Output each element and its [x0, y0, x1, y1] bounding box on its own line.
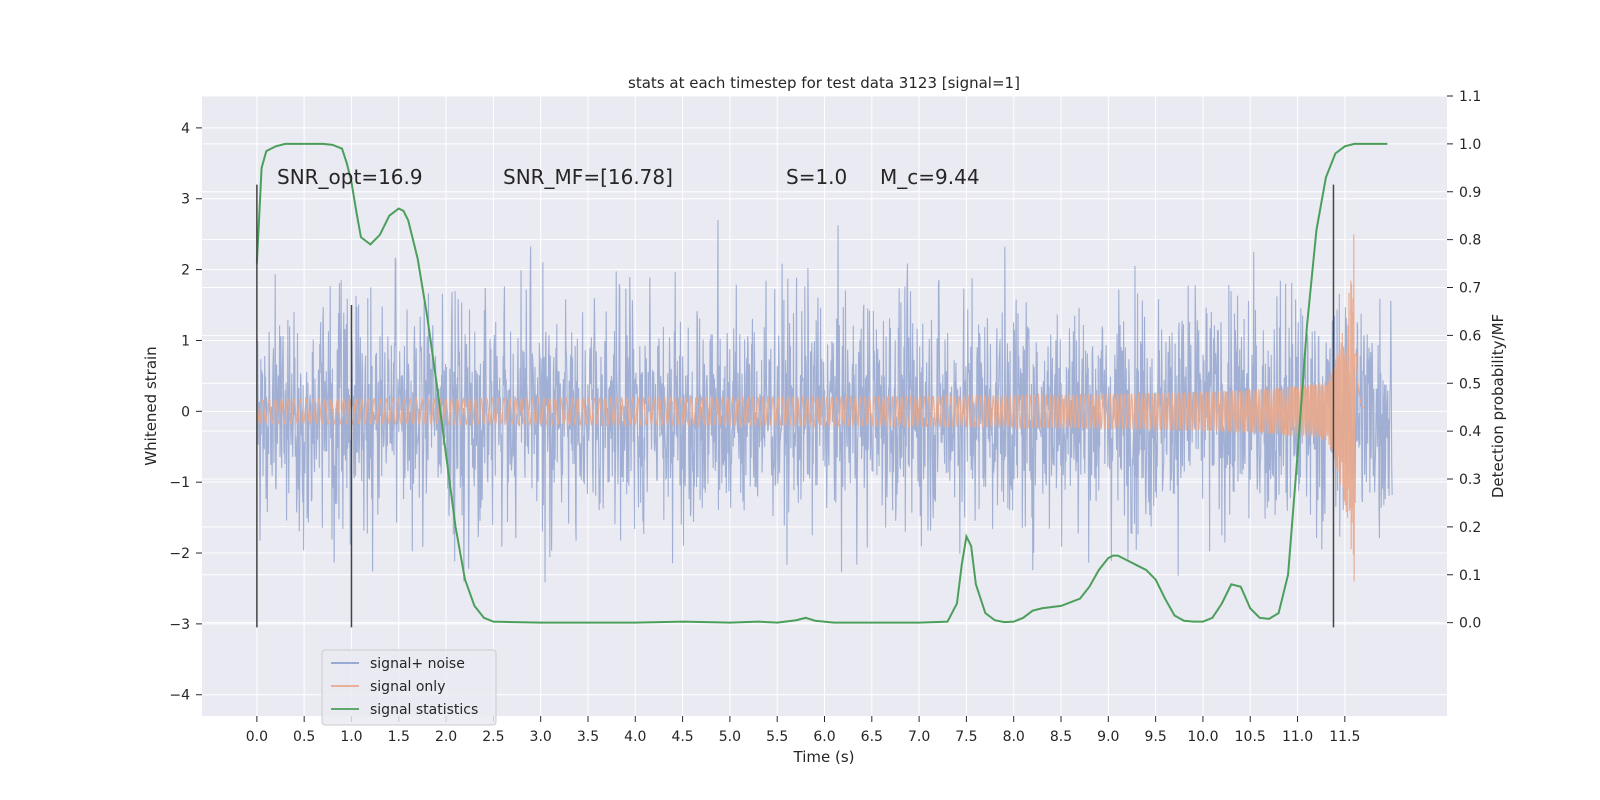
y-axis-right: 1.1 1.0 0.9 0.8 0.7 0.6 0.5 0.4 0.3 0.2 0.1 0.0	[1447, 89, 1481, 632]
y-axis-left-label: Whitened strain	[142, 346, 160, 465]
annotation-mc: M_c=9.44	[880, 165, 980, 189]
x-tick-label-15: 7.5	[955, 729, 977, 745]
x-tick-label-20: 10.0	[1187, 729, 1218, 745]
x-tick-label-12: 6.0	[813, 729, 835, 745]
y-right-tick-label-6: 0.5	[1459, 376, 1481, 392]
y-right-tick-label-5: 0.6	[1459, 328, 1481, 344]
x-tick-label-8: 4.0	[624, 729, 646, 745]
x-tick-label-13: 6.5	[861, 729, 883, 745]
annotations: SNR_opt=16.9 SNR_MF=[16.78] S=1.0 M_c=9.…	[277, 165, 980, 189]
legend: signal+ noise signal only signal statist…	[321, 649, 497, 726]
x-tick-label-11: 5.5	[766, 729, 788, 745]
x-tick-label-3: 1.5	[388, 729, 410, 745]
y-right-tick-label-7: 0.4	[1459, 424, 1481, 440]
y-left-tick-label-6: −2	[169, 546, 190, 562]
x-tick-label-5: 2.5	[482, 729, 504, 745]
y-right-tick-label-8: 0.3	[1459, 472, 1481, 488]
legend-box	[321, 649, 497, 726]
statistics-series-line	[255, 142, 1388, 624]
annotation-snr-opt: SNR_opt=16.9	[277, 165, 423, 189]
y-right-tick-label-2: 0.9	[1459, 185, 1481, 201]
y-left-tick-label-4: 0	[181, 404, 190, 420]
y-right-tick-label-1: 1.0	[1459, 137, 1481, 153]
x-tick-label-18: 9.0	[1097, 729, 1119, 745]
x-tick-label-10: 5.0	[719, 729, 741, 745]
legend-label-statistics: signal statistics	[370, 702, 478, 718]
x-tick-label-21: 10.5	[1235, 729, 1266, 745]
x-tick-label-2: 1.0	[340, 729, 362, 745]
y-right-tick-label-10: 0.1	[1459, 568, 1481, 584]
x-tick-label-17: 8.5	[1050, 729, 1072, 745]
signal-series-line	[256, 234, 1365, 582]
x-axis-label: Time (s)	[793, 748, 855, 766]
x-axis: 0.0 0.5 1.0 1.5 2.0 2.5 3.0 3.5 4.0 4.5 5.0 5.5 6.0 6…	[246, 716, 1360, 745]
legend-label-noise: signal+ noise	[370, 656, 465, 672]
y-left-tick-label-0: 4	[181, 121, 190, 137]
x-tick-label-14: 7.0	[908, 729, 930, 745]
plot-area	[255, 142, 1393, 624]
legend-label-signal: signal only	[370, 679, 445, 695]
vertical-markers	[256, 184, 1335, 628]
y-left-tick-label-2: 2	[181, 263, 190, 279]
y-axis-left: 4 3 2 1 0 −1 −2 −3 −4	[169, 121, 202, 704]
chart-title: stats at each timestep for test data 312…	[628, 74, 1020, 92]
y-right-tick-label-3: 0.8	[1459, 233, 1481, 249]
x-tick-label-19: 9.5	[1144, 729, 1166, 745]
y-right-tick-label-11: 0.0	[1459, 616, 1481, 632]
y-right-tick-label-4: 0.7	[1459, 281, 1481, 297]
y-right-tick-label-0: 1.1	[1459, 89, 1481, 105]
x-tick-label-6: 3.0	[530, 729, 552, 745]
y-left-tick-label-8: −4	[169, 688, 190, 704]
y-left-tick-label-3: 1	[181, 333, 190, 349]
x-tick-label-9: 4.5	[671, 729, 693, 745]
y-axis-right-label: Detection probability/MF	[1489, 314, 1507, 498]
y-left-tick-label-1: 3	[181, 192, 190, 208]
annotation-s: S=1.0	[786, 165, 847, 189]
y-left-tick-label-5: −1	[169, 475, 190, 491]
x-tick-label-16: 8.0	[1003, 729, 1025, 745]
x-tick-label-22: 11.0	[1282, 729, 1313, 745]
x-tick-label-1: 0.5	[293, 729, 315, 745]
x-tick-label-0: 0.0	[246, 729, 268, 745]
x-tick-label-23: 11.5	[1329, 729, 1360, 745]
y-right-tick-label-9: 0.2	[1459, 520, 1481, 536]
x-tick-label-4: 2.0	[435, 729, 457, 745]
x-tick-label-7: 3.5	[577, 729, 599, 745]
y-left-tick-label-7: −3	[169, 617, 190, 633]
annotation-snr-mf: SNR_MF=[16.78]	[503, 165, 673, 189]
